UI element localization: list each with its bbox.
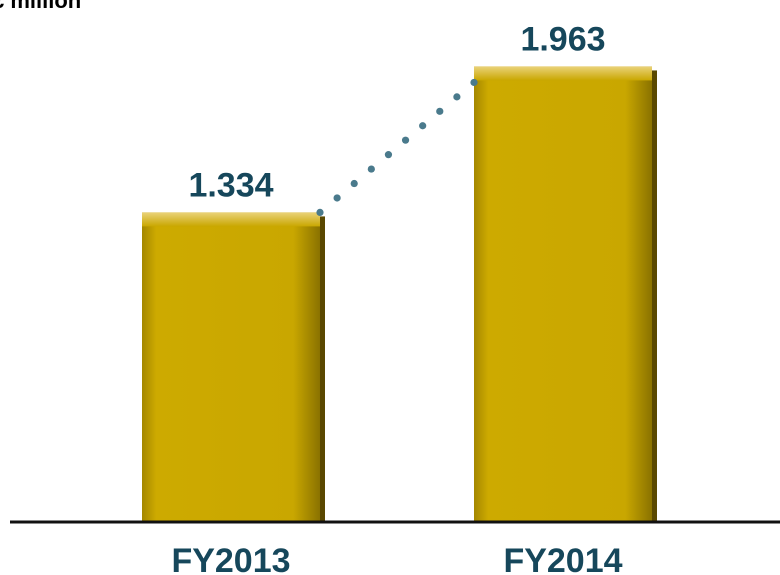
connector-dot [316, 208, 324, 217]
bar-fy2013 [142, 212, 325, 522]
data-label-fy2014: 1.963 [520, 20, 605, 58]
x-tick-fy2013: FY2013 [171, 542, 290, 575]
bar-face [474, 66, 652, 522]
data-label-fy2013: 1.334 [188, 166, 273, 204]
bar-top-highlight [474, 66, 652, 81]
connector-dot [350, 179, 358, 188]
connector-line [316, 78, 478, 217]
x-tick-fy2014: FY2014 [503, 542, 622, 575]
bar-face [142, 212, 320, 522]
bars-group [142, 66, 657, 522]
connector-dot [453, 93, 461, 101]
connector-dot [384, 151, 393, 159]
data-labels-group: 1.334 1.963 [188, 20, 605, 204]
bar-fy2014 [474, 66, 657, 522]
connector-dot [470, 78, 478, 87]
x-tick-labels-group: FY2013 FY2014 [171, 542, 622, 575]
bar-top-highlight [142, 212, 320, 227]
connector-dot [367, 165, 375, 173]
connector-dot [333, 194, 341, 202]
connector-dot [401, 136, 410, 144]
connector-dot [436, 107, 444, 115]
connector-dot [419, 122, 427, 130]
unit-label: € million [0, 0, 81, 13]
